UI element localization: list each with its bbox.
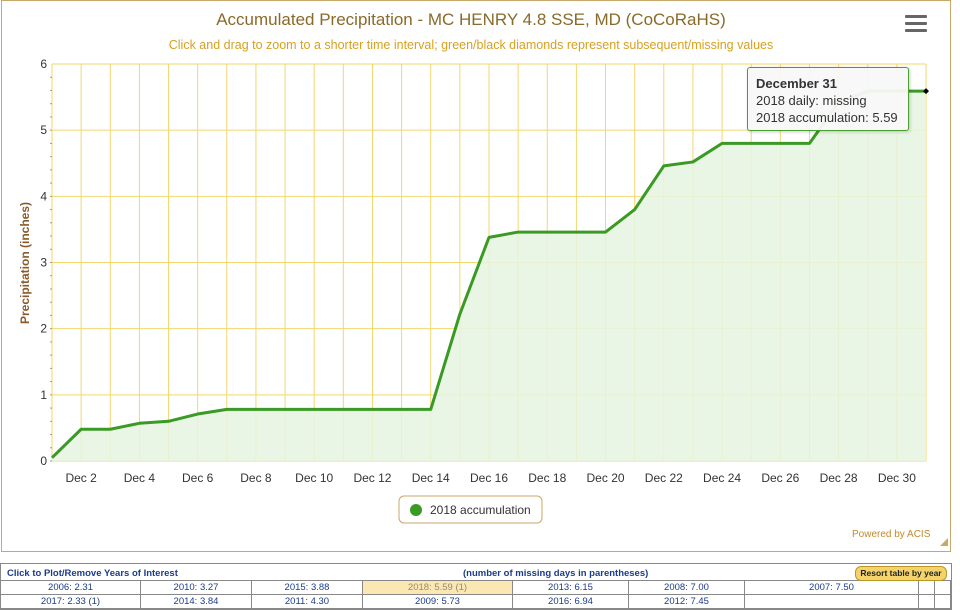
missing-value-diamond	[923, 88, 929, 95]
x-tick-label: Dec 24	[703, 471, 741, 485]
data-point	[661, 163, 667, 169]
x-tick-label: Dec 6	[182, 471, 214, 485]
powered-by-link[interactable]: Powered by ACIS	[852, 529, 931, 540]
year-cell[interactable]: 2015: 3.88	[252, 581, 363, 595]
year-cell	[935, 595, 951, 609]
data-point	[136, 420, 142, 426]
year-cell[interactable]: 2012: 7.45	[629, 595, 745, 609]
legend-label: 2018 accumulation	[430, 503, 531, 517]
data-point	[195, 411, 201, 417]
resize-grip-icon[interactable]	[940, 538, 948, 546]
data-point	[690, 159, 696, 165]
data-point	[603, 229, 609, 235]
data-point	[573, 229, 579, 235]
data-point	[369, 406, 375, 412]
y-tick-label: 6	[40, 57, 47, 71]
years-table: Click to Plot/Remove Years of Interest (…	[0, 563, 952, 610]
data-point	[311, 406, 317, 412]
data-point	[49, 455, 55, 461]
data-tooltip: December 31 2018 daily: missing 2018 acc…	[747, 67, 909, 131]
tooltip-title: December 31	[756, 76, 837, 91]
year-cell[interactable]: 2007: 7.50	[745, 581, 919, 595]
year-cell[interactable]: 2008: 7.00	[629, 581, 745, 595]
year-cell[interactable]: 2017: 2.33 (1)	[1, 595, 141, 609]
table-missing-note: (number of missing days in parentheses)	[463, 568, 649, 579]
y-tick-label: 0	[40, 454, 47, 468]
data-point	[632, 207, 638, 213]
series-line	[50, 89, 926, 459]
year-cell[interactable]: 2006: 2.31	[1, 581, 141, 595]
data-point	[428, 406, 434, 412]
data-point	[719, 140, 725, 146]
tooltip-daily: 2018 daily: missing	[756, 93, 867, 108]
area-layer	[52, 91, 926, 462]
y-tick-label: 3	[40, 256, 47, 270]
chart-container: Accumulated Precipitation - MC HENRY 4.8…	[1, 0, 951, 552]
y-axis-ticks: 0 1 2 3 4 5 6	[40, 57, 47, 468]
data-point	[340, 406, 346, 412]
year-cell[interactable]: 2014: 3.84	[141, 595, 252, 609]
x-axis-ticks: Dec 2 Dec 4 Dec 6 Dec 8 Dec 10 Dec 12 Dec 14 De…	[65, 471, 916, 485]
x-tick-label: Dec 22	[645, 471, 683, 485]
table-instructions: Click to Plot/Remove Years of Interest	[7, 568, 178, 579]
year-cell[interactable]: 2013: 6.15	[513, 581, 629, 595]
data-point	[166, 418, 172, 424]
legend-marker	[410, 504, 422, 516]
data-point	[253, 406, 259, 412]
year-cell	[935, 581, 951, 595]
year-cell	[745, 595, 919, 609]
year-cell[interactable]: 2016: 6.94	[513, 595, 629, 609]
data-point	[486, 234, 492, 240]
year-cell[interactable]: 2009: 5.73	[363, 595, 513, 609]
line-layer	[49, 88, 929, 461]
data-point	[777, 140, 783, 146]
x-tick-label: Dec 28	[820, 471, 858, 485]
year-cell[interactable]: 2011: 4.30	[252, 595, 363, 609]
x-tick-label: Dec 12	[353, 471, 391, 485]
tooltip-accum: 2018 accumulation: 5.59	[756, 110, 898, 125]
legend[interactable]: 2018 accumulation	[398, 495, 543, 524]
chart-subtitle: Click and drag to zoom to a shorter time…	[169, 38, 773, 52]
data-point	[457, 311, 463, 317]
chart-title: Accumulated Precipitation - MC HENRY 4.8…	[216, 10, 726, 29]
x-tick-label: Dec 2	[65, 471, 97, 485]
data-point	[224, 406, 230, 412]
data-point	[78, 426, 84, 432]
data-point	[748, 140, 754, 146]
year-cell[interactable]: 2010: 3.27	[141, 581, 252, 595]
x-tick-label: Dec 20	[587, 471, 625, 485]
table-header: Click to Plot/Remove Years of Interest (…	[1, 564, 951, 581]
x-tick-label: Dec 14	[412, 471, 450, 485]
data-point	[107, 426, 113, 432]
data-point	[544, 229, 550, 235]
data-point	[282, 406, 288, 412]
x-tick-label: Dec 10	[295, 471, 333, 485]
year-cell	[919, 581, 935, 595]
year-cell[interactable]: 2018: 5.59 (1)	[363, 581, 513, 595]
data-point	[515, 229, 521, 235]
y-tick-label: 1	[40, 388, 47, 402]
x-tick-label: Dec 30	[878, 471, 916, 485]
x-tick-label: Dec 26	[761, 471, 799, 485]
year-cell	[919, 595, 935, 609]
precipitation-chart[interactable]: Accumulated Precipitation - MC HENRY 4.8…	[2, 1, 952, 553]
series-area	[52, 91, 926, 462]
data-point	[399, 406, 405, 412]
resort-table-button[interactable]: Resort table by year	[855, 566, 947, 581]
x-tick-label: Dec 8	[240, 471, 272, 485]
x-tick-label: Dec 4	[124, 471, 156, 485]
y-axis-label: Precipitation (inches)	[18, 202, 32, 324]
y-tick-label: 4	[40, 189, 47, 203]
x-tick-label: Dec 16	[470, 471, 508, 485]
legend-box	[398, 495, 543, 524]
y-tick-label: 5	[40, 123, 47, 137]
x-tick-label: Dec 18	[528, 471, 566, 485]
y-tick-label: 2	[40, 322, 47, 336]
hamburger-menu-icon[interactable]	[905, 15, 927, 35]
data-point	[806, 140, 812, 146]
